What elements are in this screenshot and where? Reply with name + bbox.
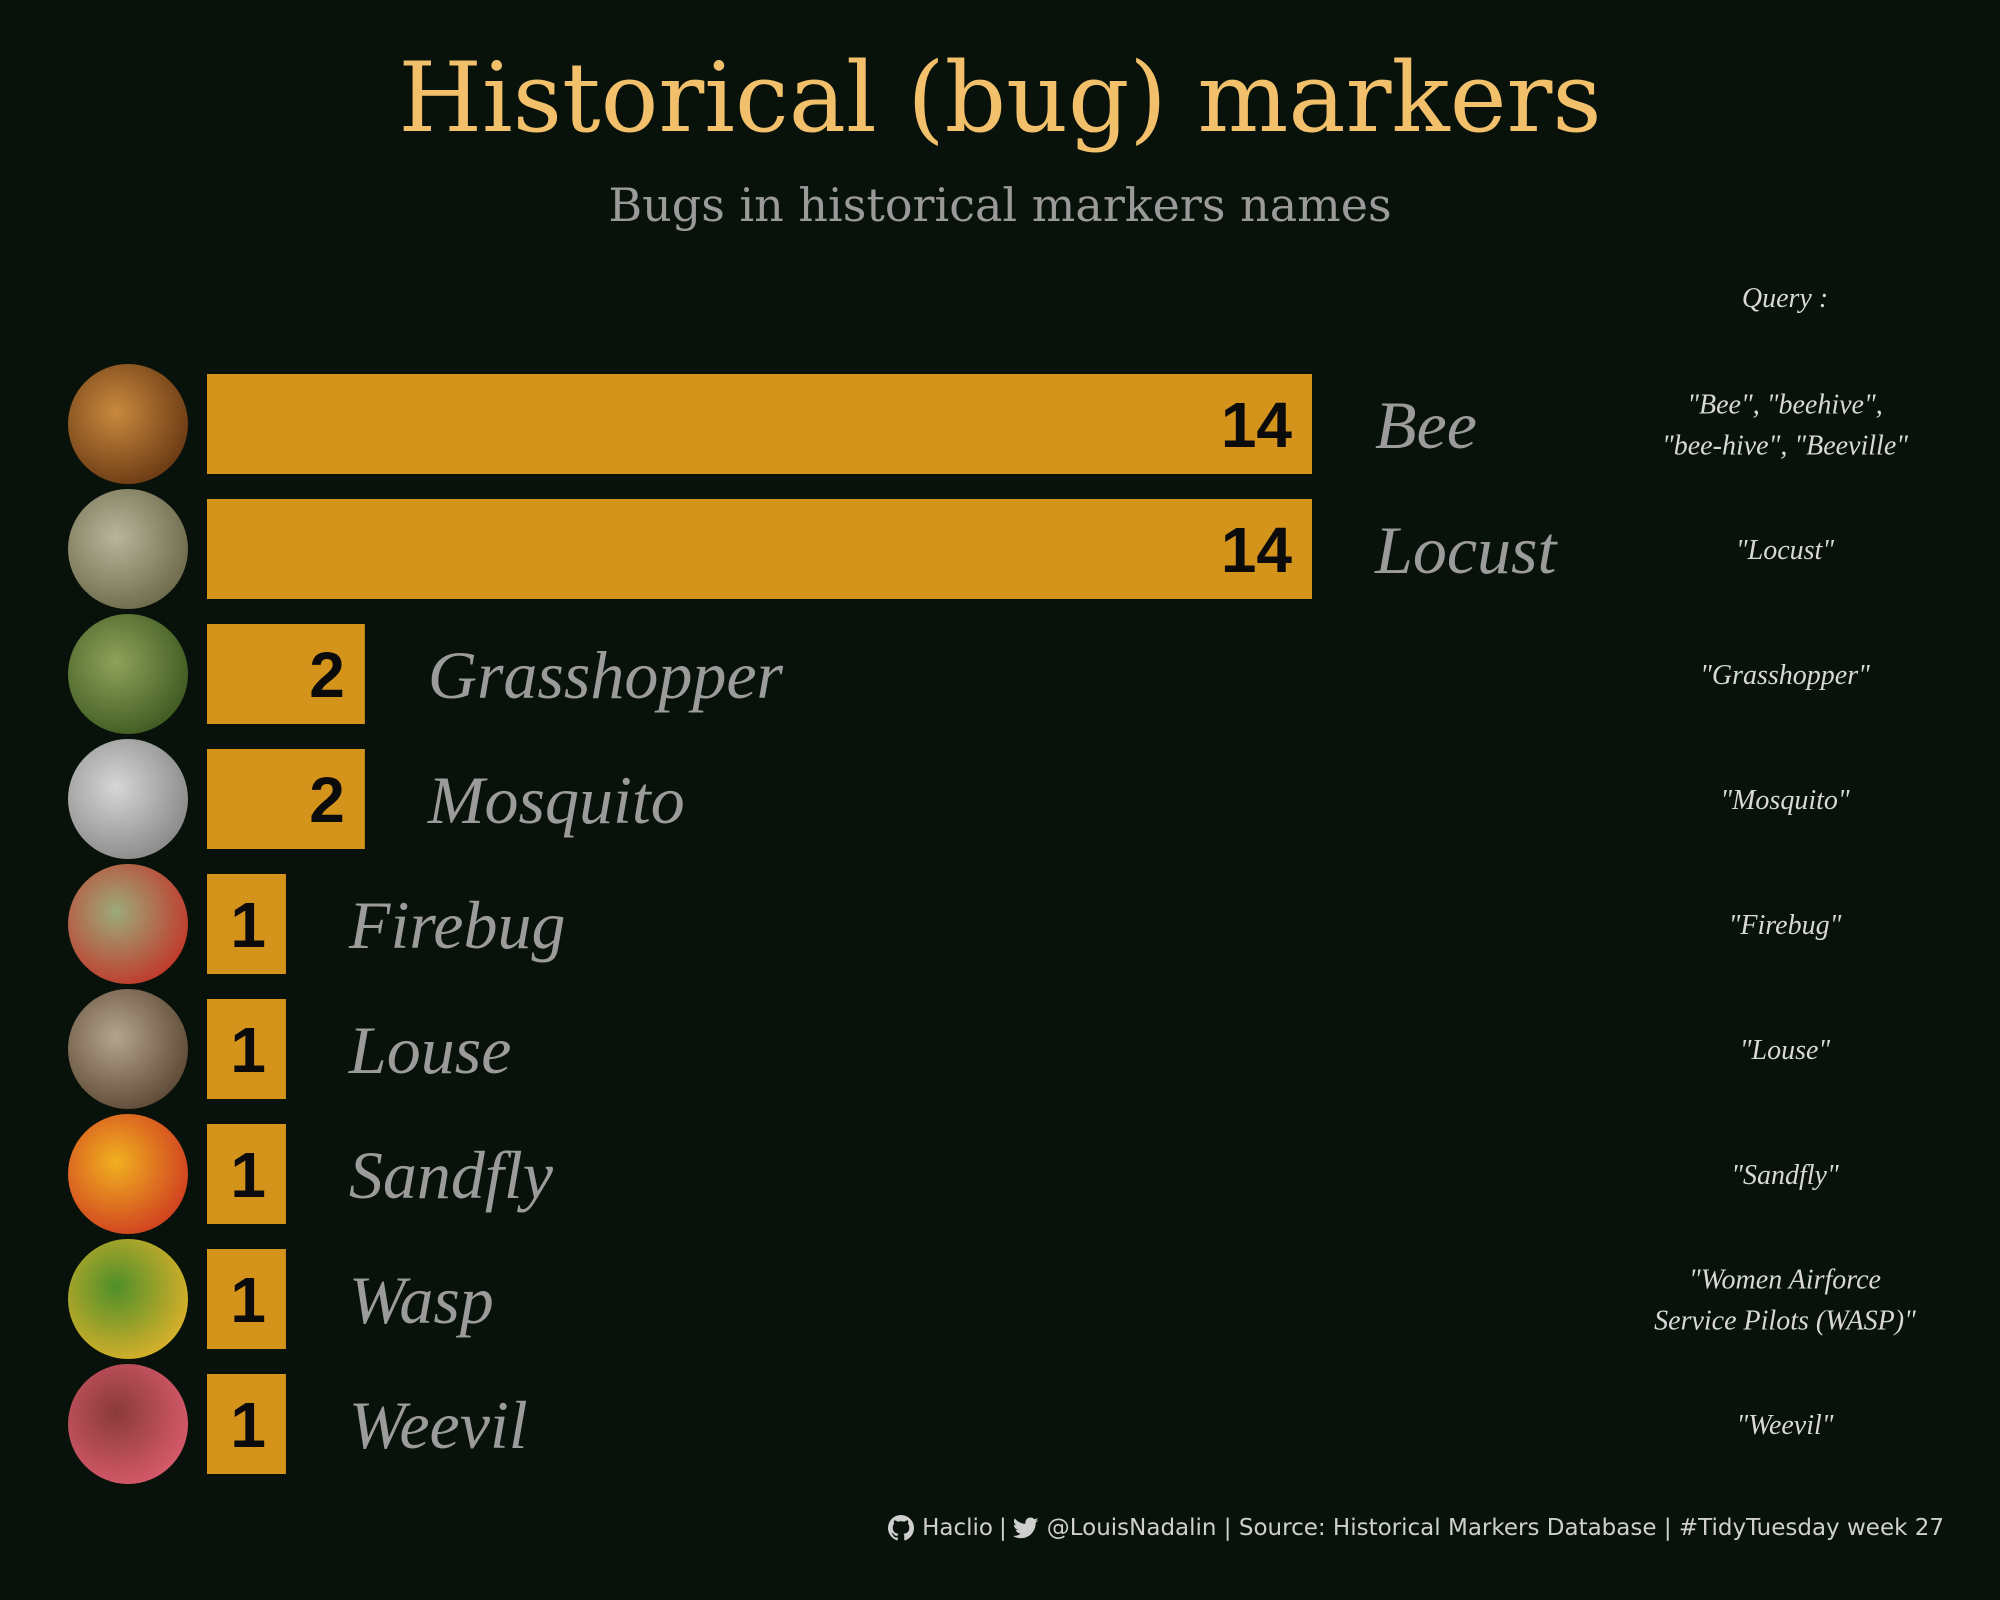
query-label-wasp: "Women Airforce [1689,1265,1881,1296]
weevil-photo-icon [68,1364,188,1484]
category-label-wasp: Wasp [349,1262,494,1338]
query-label-weevil: "Weevil" [1736,1410,1833,1441]
bar-louse [207,999,286,1099]
query-label-firebug: "Firebug" [1729,910,1842,941]
value-label-wasp: 1 [230,1264,266,1336]
footer-separator: | [998,1515,1007,1541]
bar-mosquito [207,749,365,849]
query-header: Query : [1741,283,1829,314]
query-label-bee: "bee-hive", "Beeville" [1662,431,1908,462]
github-icon [888,1515,915,1541]
bar-weevil [207,1374,286,1474]
chart-subtitle: Bugs in historical markers names [608,178,1392,232]
query-label-grasshopper: "Grasshopper" [1700,660,1870,691]
sandfly-photo-icon [68,1114,188,1234]
bar-grasshopper [207,624,365,724]
bee-photo-icon [68,364,188,484]
grasshopper-photo-icon [68,614,188,734]
value-label-weevil: 1 [230,1389,266,1461]
category-label-firebug: Firebug [348,887,566,963]
query-label-louse: "Louse" [1740,1035,1831,1066]
category-label-louse: Louse [348,1012,511,1088]
value-label-bee: 14 [1221,389,1293,461]
value-label-grasshopper: 2 [309,639,345,711]
value-label-louse: 1 [230,1014,266,1086]
category-label-weevil: Weevil [349,1387,528,1463]
category-label-sandfly: Sandfly [349,1137,554,1213]
category-label-bee: Bee [1375,387,1477,463]
louse-photo-icon [68,989,188,1109]
locust-photo-icon [68,489,188,609]
value-label-firebug: 1 [230,889,266,961]
query-label-bee: "Bee", "beehive", [1687,390,1882,421]
wasp-photo-icon [68,1239,188,1359]
category-label-grasshopper: Grasshopper [428,637,784,713]
query-label-mosquito: "Mosquito" [1720,785,1850,816]
bar-sandfly [207,1124,286,1224]
value-label-sandfly: 1 [230,1139,266,1211]
firebug-photo-icon [68,864,188,984]
query-label-locust: "Locust" [1736,535,1834,566]
twitter-icon [1012,1515,1039,1541]
bar-firebug [207,874,286,974]
value-label-mosquito: 2 [309,764,345,836]
category-label-locust: Locust [1374,512,1558,588]
query-label-sandfly: "Sandfly" [1731,1160,1839,1191]
value-label-locust: 14 [1221,514,1293,586]
github-handle: Haclio [922,1515,993,1541]
bar-locust [207,499,1312,599]
mosquito-photo-icon [68,739,188,859]
chart-title: Historical (bug) markers [398,42,1602,154]
bar-bee [207,374,1312,474]
footer-caption: Haclio | @LouisNadalin | Source: Histori… [880,1515,1944,1541]
category-label-mosquito: Mosquito [427,762,685,838]
bar-wasp [207,1249,286,1349]
query-label-wasp: Service Pilots (WASP)" [1654,1306,1916,1337]
footer-credits: @LouisNadalin | Source: Historical Marke… [1046,1515,1944,1541]
